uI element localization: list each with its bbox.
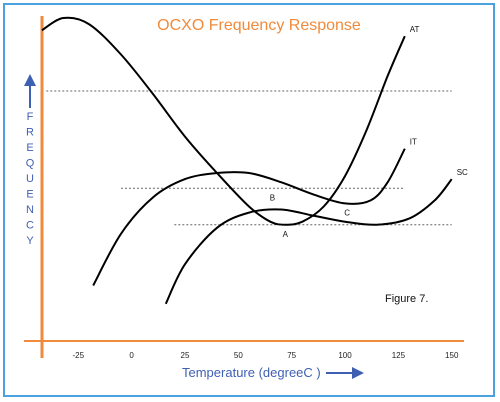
series-labels: AT IT SC bbox=[410, 25, 468, 177]
chart-frame bbox=[3, 3, 495, 397]
series-label-it: IT bbox=[410, 138, 417, 147]
x-tick-label: 125 bbox=[392, 351, 406, 360]
curve-sc bbox=[164, 178, 453, 305]
x-tick-label: 25 bbox=[181, 351, 190, 360]
chart-title: OCXO Frequency Response bbox=[157, 17, 361, 34]
x-axis-title: Temperature (degreeC ) bbox=[182, 365, 321, 380]
frequency-curves bbox=[41, 16, 453, 305]
curve-it bbox=[92, 148, 406, 286]
x-tick-label: 50 bbox=[234, 351, 243, 360]
x-arrow-head bbox=[352, 367, 364, 379]
point-label-a: A bbox=[283, 230, 289, 239]
x-tick-label: 100 bbox=[338, 351, 352, 360]
y-arrow-head bbox=[24, 74, 36, 86]
point-label-c: C bbox=[344, 209, 350, 218]
x-axis-label: Temperature (degreeC ) bbox=[182, 365, 364, 380]
x-tick-label: 75 bbox=[287, 351, 296, 360]
x-tick-label: 150 bbox=[445, 351, 459, 360]
x-tick-label: 0 bbox=[129, 351, 134, 360]
x-tick-label: -25 bbox=[72, 351, 84, 360]
series-label-sc: SC bbox=[457, 168, 468, 177]
point-label-b: B bbox=[270, 193, 275, 202]
series-label-at: AT bbox=[410, 25, 420, 34]
curve-at bbox=[41, 16, 406, 226]
figure-note: Figure 7. bbox=[385, 293, 428, 305]
point-labels: A C B bbox=[270, 193, 350, 238]
reference-lines bbox=[46, 90, 452, 226]
x-tick-labels: -25 0 25 50 75 100 125 150 bbox=[72, 351, 458, 360]
